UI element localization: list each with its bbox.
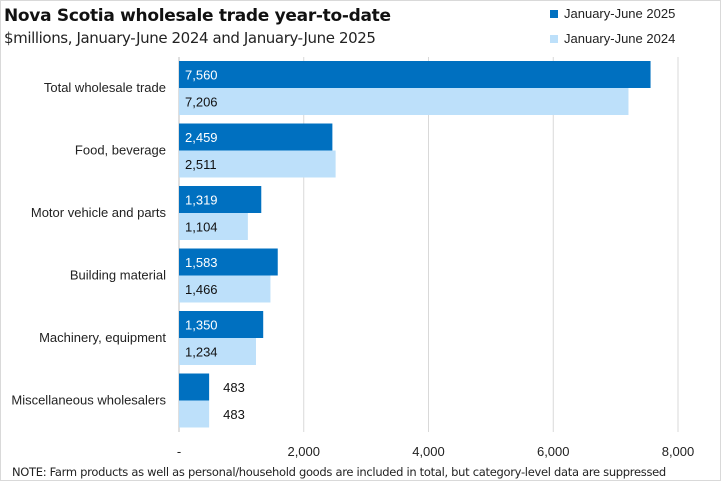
data-label: 483	[223, 380, 245, 395]
x-tick-label: -	[177, 444, 181, 459]
chart-note: NOTE: Farm products as well as personal/…	[12, 465, 666, 479]
category-label: Food, beverage	[75, 143, 166, 158]
category-label: Total wholesale trade	[44, 80, 166, 95]
bar-2025	[179, 311, 264, 338]
category-label: Building material	[70, 268, 166, 283]
bar-2024	[179, 400, 210, 428]
x-tick-label: 2,000	[287, 444, 320, 459]
data-label: 7,560	[185, 68, 218, 83]
legend-item-2025: January-June 2025	[550, 6, 675, 21]
bar-2025	[179, 373, 210, 401]
bar-2025	[179, 123, 333, 151]
x-tick-label: 4,000	[412, 444, 445, 459]
legend-swatch-2025	[550, 9, 558, 18]
data-label: 1,319	[185, 193, 218, 208]
category-label: Miscellaneous wholesalers	[11, 393, 166, 408]
x-tick-label: 8,000	[662, 444, 695, 459]
bar-2024	[179, 213, 248, 240]
chart-subtitle: $millions, January-June 2024 and January…	[4, 29, 376, 47]
data-label: 2,459	[185, 130, 218, 145]
x-tick-label: 6,000	[537, 444, 570, 459]
category-label: Motor vehicle and parts	[31, 205, 167, 220]
bar-2025	[179, 186, 262, 213]
bar-2025	[179, 248, 278, 276]
bar-2024	[179, 88, 629, 115]
data-label: 1,350	[185, 318, 218, 333]
data-label: 1,104	[185, 220, 218, 235]
data-label: 7,206	[185, 95, 218, 110]
chart-title: Nova Scotia wholesale trade year-to-date	[4, 6, 391, 26]
data-label: 1,466	[185, 282, 218, 297]
data-label: 1,583	[185, 255, 218, 270]
data-label: 2,511	[185, 157, 217, 172]
legend-label-2024: January-June 2024	[564, 31, 676, 46]
category-label: Machinery, equipment	[39, 330, 166, 345]
data-label: 1,234	[185, 345, 218, 360]
bar-2025	[179, 61, 651, 88]
data-label: 483	[223, 407, 245, 422]
bar-2024	[179, 275, 271, 303]
legend-label-2025: January-June 2025	[564, 6, 676, 21]
legend-item-2024: January-June 2024	[550, 31, 675, 46]
bar-2024	[179, 150, 336, 178]
legend-swatch-2024	[550, 34, 558, 43]
bar-2024	[179, 338, 256, 365]
